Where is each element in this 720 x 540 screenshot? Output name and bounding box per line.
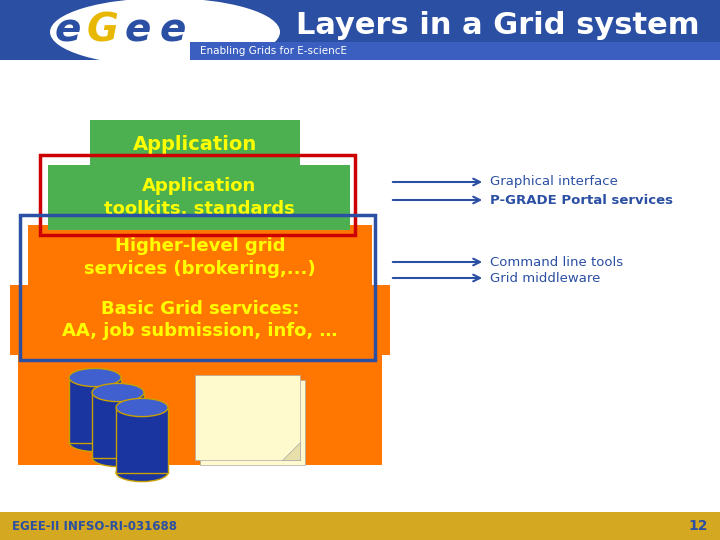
FancyBboxPatch shape	[195, 375, 300, 460]
Ellipse shape	[69, 368, 121, 387]
Ellipse shape	[50, 0, 280, 66]
Text: Command line tools: Command line tools	[490, 255, 623, 268]
Ellipse shape	[92, 448, 144, 467]
Text: 12: 12	[688, 519, 708, 533]
Text: G: G	[87, 11, 119, 49]
Text: Enabling Grids for E-sciencE: Enabling Grids for E-sciencE	[200, 46, 347, 56]
Bar	[48, 165, 350, 230]
Bar	[20, 215, 375, 360]
Bar	[0, 512, 720, 540]
Bar	[28, 225, 372, 290]
Bar	[18, 350, 382, 465]
Text: P-GRADE Portal services: P-GRADE Portal services	[490, 193, 673, 206]
Text: Application
toolkits, standards: Application toolkits, standards	[104, 178, 294, 218]
Bar	[116, 408, 168, 472]
Ellipse shape	[116, 463, 168, 482]
Text: Higher-level grid
services (brokering,...): Higher-level grid services (brokering,..…	[84, 238, 316, 278]
Bar	[10, 285, 390, 355]
Ellipse shape	[92, 383, 144, 402]
Text: Basic Grid services:
AA, job submission, info, …: Basic Grid services: AA, job submission,…	[63, 300, 338, 340]
Text: e: e	[125, 11, 151, 49]
Text: e: e	[160, 11, 186, 49]
Bar	[40, 155, 355, 235]
Bar	[90, 120, 300, 168]
Ellipse shape	[69, 434, 121, 451]
Bar	[92, 393, 144, 457]
Bar	[69, 377, 121, 442]
Text: Grid middleware: Grid middleware	[490, 272, 600, 285]
Text: Layers in a Grid system: Layers in a Grid system	[297, 10, 700, 39]
Text: Application: Application	[133, 134, 257, 153]
FancyBboxPatch shape	[200, 380, 305, 465]
Bar	[0, 0, 720, 60]
Polygon shape	[282, 442, 300, 460]
Text: EGEE-II INFSO-RI-031688: EGEE-II INFSO-RI-031688	[12, 519, 177, 532]
Bar	[190, 42, 720, 60]
Text: Graphical interface: Graphical interface	[490, 176, 618, 188]
Text: e: e	[55, 11, 81, 49]
Ellipse shape	[116, 399, 168, 416]
